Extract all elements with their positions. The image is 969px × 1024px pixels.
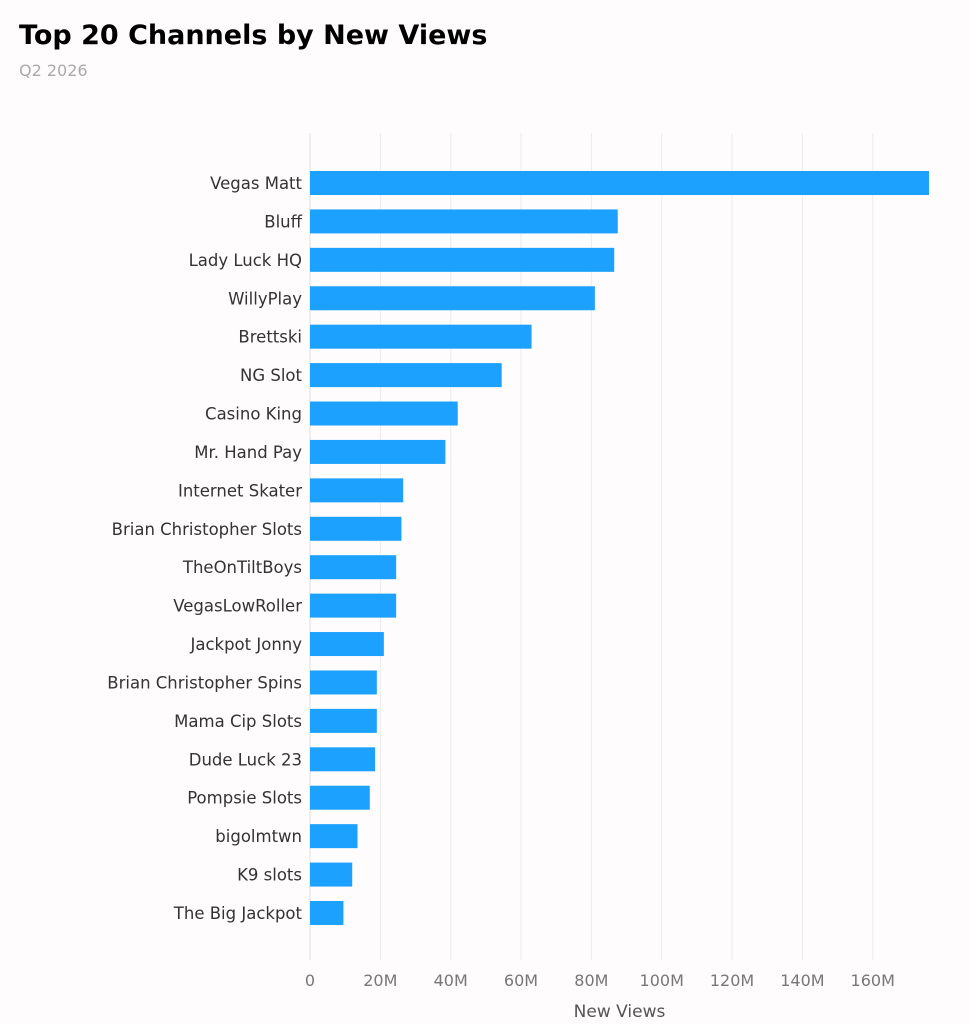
x-tick-label: 140M	[780, 971, 824, 990]
bar	[310, 439, 446, 464]
bar	[310, 555, 397, 580]
category-label: bigolmtwn	[215, 827, 302, 846]
category-label: VegasLowRoller	[173, 597, 302, 616]
x-axis-title: New Views	[574, 1002, 666, 1022]
bar	[310, 478, 404, 503]
bar	[310, 593, 397, 618]
bar	[310, 824, 358, 849]
category-label: Pompsie Slots	[187, 789, 302, 808]
gridlines	[379, 133, 874, 960]
category-label: Internet Skater	[178, 481, 302, 500]
x-tick-label: 120M	[710, 971, 754, 990]
category-label: The Big Jackpot	[173, 904, 303, 923]
category-label: NG Slot	[240, 366, 303, 385]
category-label: K9 slots	[237, 866, 302, 885]
bar	[310, 900, 344, 925]
chart-title: Top 20 Channels by New Views	[19, 20, 488, 51]
category-label: Brian Christopher Slots	[112, 520, 302, 539]
bar	[310, 171, 929, 195]
y-tick-labels: Vegas Matt Bluff Lady Luck HQ WillyPlay Bret…	[107, 174, 302, 923]
x-tick-label: 160M	[851, 971, 895, 990]
x-tick-label: 40M	[434, 971, 468, 990]
bar	[310, 324, 532, 349]
category-label: Vegas Matt	[210, 174, 302, 193]
category-label: Bluff	[264, 212, 302, 231]
bar	[310, 401, 458, 426]
chart-subtitle: Q2 2026	[19, 61, 88, 80]
bar	[310, 708, 377, 733]
x-tick-label: 100M	[640, 971, 684, 990]
bar	[310, 247, 615, 272]
bar	[310, 862, 353, 887]
category-label: Mama Cip Slots	[174, 712, 302, 731]
category-label: Dude Luck 23	[189, 750, 302, 769]
category-label: Casino King	[205, 405, 302, 424]
bar	[310, 785, 370, 810]
category-label: Brettski	[238, 328, 302, 347]
category-label: TheOnTiltBoys	[182, 558, 302, 577]
category-label: Lady Luck HQ	[189, 251, 302, 270]
x-tick-label: 60M	[504, 971, 538, 990]
bar	[310, 747, 376, 772]
category-label: Brian Christopher Spins	[107, 673, 302, 692]
category-label: Jackpot Jonny	[189, 635, 302, 654]
x-tick-label: 20M	[363, 971, 397, 990]
bar	[310, 516, 402, 541]
x-tick-label: 80M	[574, 971, 608, 990]
x-tick-labels: 0 20M 40M 60M 80M 100M 120M 140M 160M	[305, 971, 895, 990]
bars	[310, 171, 929, 925]
category-label: Mr. Hand Pay	[194, 443, 302, 462]
category-label: WillyPlay	[228, 289, 302, 308]
bar	[310, 209, 618, 234]
bar	[310, 670, 377, 695]
bar	[310, 632, 384, 657]
x-tick-label: 0	[305, 971, 315, 990]
bar	[310, 286, 595, 311]
bar	[310, 363, 502, 388]
